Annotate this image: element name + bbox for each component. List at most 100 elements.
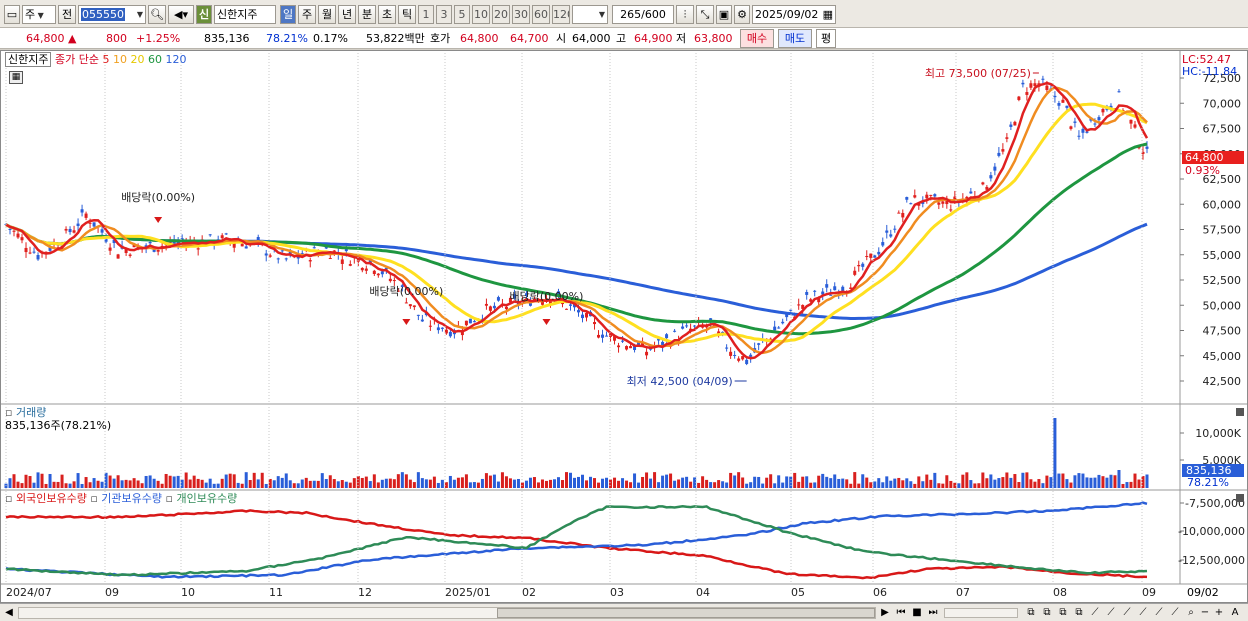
x-axis-label: 07 [956, 586, 970, 599]
buy-button[interactable]: 매수 [740, 29, 774, 48]
eval-button[interactable]: 평 [816, 29, 836, 48]
scroll-thumb[interactable] [497, 608, 875, 618]
volume-bar [1101, 476, 1105, 488]
volume-bar [733, 475, 737, 488]
speaker-icon[interactable]: ◀▾ [168, 5, 194, 24]
window-menu-icon[interactable]: ▭ [4, 5, 20, 24]
chart-scrollbar[interactable]: ◀ ▶ ⏮ ■ ⏭ ⧉ ⧉ ⧉ ⧉ ⟋ ⟋ ⟋ ⟋ ⟋ ⟋ ⌕ − + A [0, 603, 1248, 621]
candle-body [861, 263, 865, 267]
chart-type-icon[interactable]: ⫶ [676, 5, 694, 24]
dividend-annotation: 배당락(0.00%) [510, 290, 584, 303]
interval-3[interactable]: 3 [436, 5, 452, 24]
candle-body [156, 249, 160, 252]
candle-body [1077, 135, 1081, 137]
volume-bar [989, 474, 993, 488]
volume-tick-label: 10,000K [1195, 427, 1241, 440]
auto-scale-button[interactable]: A [1231, 607, 1239, 618]
prev-button[interactable]: 전 [58, 5, 76, 24]
draw-tool-icon-6[interactable]: ⟋ [1171, 607, 1179, 618]
layout-icon-3[interactable]: ⧉ [1059, 607, 1067, 618]
layout-icon-2[interactable]: ⧉ [1043, 607, 1051, 618]
interval-custom-select[interactable]: ▼ [572, 5, 608, 24]
period-tab-month[interactable]: 월 [318, 5, 336, 24]
draw-tool-icon-2[interactable]: ⟋ [1107, 607, 1115, 618]
volume-bar [320, 473, 324, 488]
date-field[interactable]: 2025/09/02 ▦ [752, 5, 836, 24]
volume-bar [1065, 479, 1069, 488]
bar-count-field[interactable]: 265/600 [612, 5, 674, 24]
speed-track[interactable] [944, 608, 1018, 618]
period-tab-week[interactable]: 주 [298, 5, 316, 24]
layout-icon-4[interactable]: ⧉ [1075, 607, 1083, 618]
candle-body [1117, 91, 1121, 93]
volume-bar [1001, 477, 1005, 488]
volume-bar [272, 480, 276, 488]
stop-icon[interactable]: ■ [912, 607, 922, 618]
x-axis-label: 11 [269, 586, 283, 599]
candle-body [741, 356, 745, 360]
volume-bar [949, 480, 953, 488]
interval-20[interactable]: 20 [492, 5, 510, 24]
gear-icon[interactable]: ⚙ [734, 5, 750, 24]
hc-label: HC:-11.84 [1182, 65, 1238, 78]
sell-button[interactable]: 매도 [778, 29, 812, 48]
scroll-start-icon[interactable]: ⏮ [896, 607, 906, 618]
x-axis-label: 10 [181, 586, 195, 599]
draw-tool-icon-1[interactable]: ⟋ [1091, 607, 1099, 618]
chart-canvas[interactable]: 72,50070,00067,50065,00062,50060,00057,5… [1, 51, 1247, 602]
holdings-close-icon[interactable] [1236, 494, 1244, 502]
interval-1[interactable]: 1 [418, 5, 434, 24]
volume-close-icon[interactable] [1236, 408, 1244, 416]
candle-body [1005, 137, 1009, 139]
legend-foreign: 외국인보유수량 [15, 492, 87, 505]
credit-badge: 신 [196, 5, 212, 24]
volume-bar [685, 476, 689, 488]
draw-tool-icon-5[interactable]: ⟋ [1155, 607, 1163, 618]
period-tab-tick[interactable]: 틱 [398, 5, 416, 24]
interval-60[interactable]: 60 [532, 5, 550, 24]
period-tab-second[interactable]: 초 [378, 5, 396, 24]
trend-tool-icon[interactable]: ⤡ [696, 5, 714, 24]
zoom-search-icon[interactable]: ⌕ [1188, 607, 1194, 618]
zoom-in-button[interactable]: + [1214, 607, 1224, 618]
draw-tool-icon-4[interactable]: ⟋ [1139, 607, 1147, 618]
x-axis-label: 05 [791, 586, 805, 599]
market-select[interactable]: 주 ▼ [22, 5, 56, 24]
scroll-left-icon[interactable]: ◀ [5, 607, 13, 618]
interval-30[interactable]: 30 [512, 5, 530, 24]
volume-bar [352, 478, 356, 488]
stock-code-input[interactable]: 055550 ▼ [78, 5, 146, 24]
volume-bar [492, 474, 496, 488]
volume-bar [488, 475, 492, 488]
candle-body [905, 197, 909, 200]
volume-bar [152, 478, 156, 488]
interval-10[interactable]: 10 [472, 5, 490, 24]
layout-icon-1[interactable]: ⧉ [1027, 607, 1035, 618]
candle-body [757, 343, 761, 345]
candle-body [524, 293, 528, 296]
candle-body [725, 347, 729, 349]
interval-5[interactable]: 5 [454, 5, 470, 24]
draw-tool-icon-3[interactable]: ⟋ [1123, 607, 1131, 618]
grid-toggle-icon[interactable]: ▦ [9, 71, 23, 84]
period-tab-year[interactable]: 년 [338, 5, 356, 24]
period-tab-day[interactable]: 일 [280, 5, 296, 24]
scroll-end-icon[interactable]: ⏭ [928, 607, 938, 618]
calendar-icon[interactable]: ▦ [822, 8, 833, 21]
volume-bar [464, 474, 468, 488]
zoom-out-button[interactable]: − [1200, 607, 1210, 618]
legend-ma-prefix: 종가 단순 [54, 53, 99, 66]
candle-body [1065, 105, 1069, 108]
volume-bar [1069, 482, 1073, 488]
legend-stock-name[interactable]: 신한지주 [5, 52, 52, 67]
interval-120[interactable]: 120 [552, 5, 570, 24]
candle-body [116, 254, 120, 259]
save-icon[interactable]: ▣ [716, 5, 732, 24]
candle-body [324, 247, 328, 249]
scroll-track[interactable] [18, 607, 876, 619]
scroll-right-icon[interactable]: ▶ [881, 607, 889, 618]
period-tab-minute[interactable]: 분 [358, 5, 376, 24]
chart-area[interactable]: 72,50070,00067,50065,00062,50060,00057,5… [0, 50, 1248, 603]
volume-bar [1093, 477, 1097, 488]
search-icon[interactable]: 🔍︎ [148, 5, 166, 24]
